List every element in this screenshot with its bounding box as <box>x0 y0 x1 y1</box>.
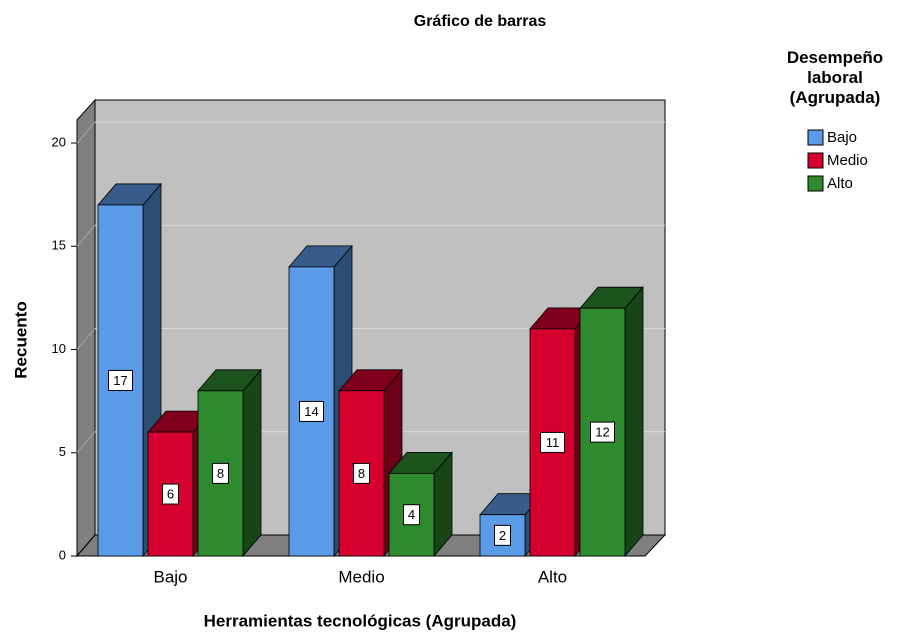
value-label: 2 <box>499 528 506 543</box>
y-tick-label: 5 <box>59 444 66 459</box>
value-label-box <box>299 400 324 422</box>
y-tick-label: 15 <box>52 238 66 253</box>
y-tick-label: 10 <box>52 341 66 356</box>
x-tick-label: Bajo <box>153 567 187 586</box>
legend-label: Medio <box>827 152 868 169</box>
x-axis-label: Herramientas tecnológicas (Agrupada) <box>204 611 517 630</box>
bar-side <box>624 286 644 558</box>
value-label: 12 <box>595 425 609 440</box>
value-label: 17 <box>113 373 127 388</box>
grid-line <box>76 431 96 454</box>
value-label-box <box>108 369 133 391</box>
value-label-box <box>590 421 615 443</box>
value-label: 11 <box>546 435 560 450</box>
value-label-box <box>403 504 420 526</box>
value-label: 4 <box>408 507 415 522</box>
bar-side <box>242 368 262 558</box>
x-tick-label: Medio <box>338 567 384 586</box>
side-wall <box>76 98 96 558</box>
value-label-box <box>162 483 179 505</box>
grid-line <box>76 328 96 350</box>
chart-title: Gráfico de barras <box>414 13 547 30</box>
grid-line <box>76 121 96 144</box>
value-label: 8 <box>358 466 365 481</box>
grid-line <box>76 224 96 247</box>
legend-title: Desempeño laboral (Agrupada) <box>786 48 884 107</box>
legend-label: Bajo <box>827 129 857 146</box>
y-tick-label: 0 <box>59 547 66 562</box>
x-tick-label: Alto <box>538 567 567 586</box>
y-axis-label: Recuento <box>11 301 30 378</box>
value-label: 6 <box>167 486 174 501</box>
value-label: 8 <box>217 466 224 481</box>
bar <box>288 266 335 557</box>
legend-swatch <box>807 129 824 146</box>
value-label-box <box>540 431 565 453</box>
y-tick-label: 20 <box>52 134 66 149</box>
legend-label: Alto <box>827 175 853 192</box>
legend-swatch <box>807 152 824 169</box>
value-label-box <box>494 524 511 546</box>
legend-swatch <box>807 175 824 192</box>
value-label: 14 <box>304 404 318 419</box>
bar <box>529 328 576 557</box>
value-label-box <box>212 462 229 484</box>
value-label-box <box>353 462 370 484</box>
